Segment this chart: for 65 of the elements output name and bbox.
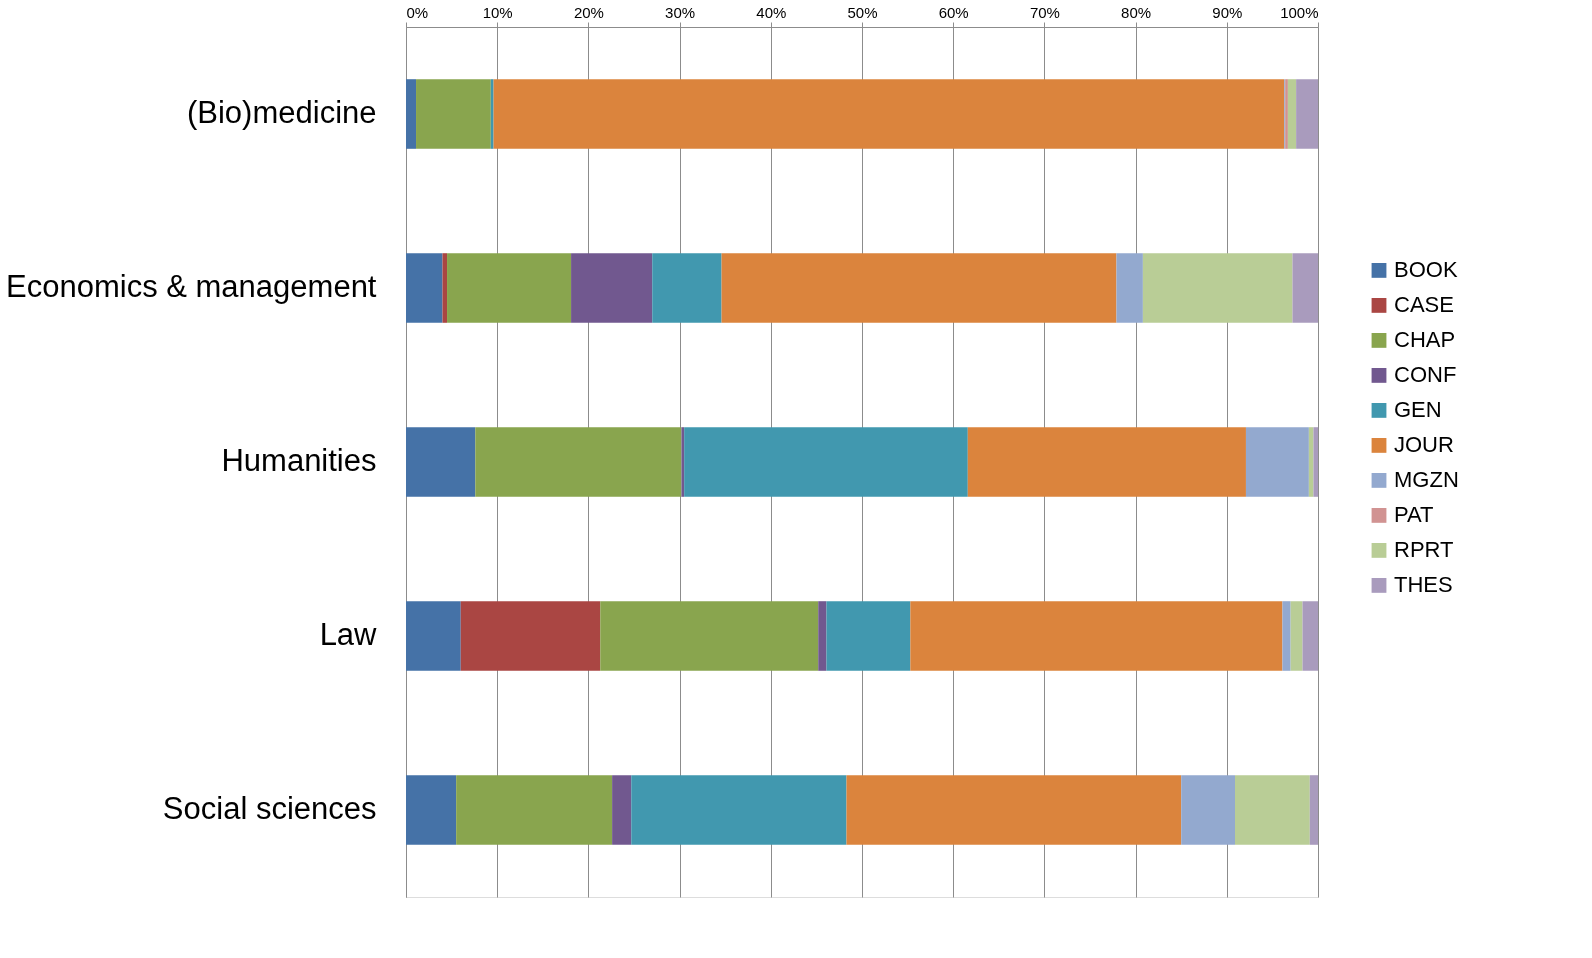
- bar: [456, 775, 613, 845]
- bar: [684, 427, 968, 497]
- legend-label: CASE: [1394, 292, 1454, 318]
- bar: [1245, 427, 1309, 497]
- bar: [846, 775, 1182, 845]
- x-tick-label: 60%: [938, 3, 969, 21]
- y-tick-label: Social sciences: [162, 791, 377, 826]
- y-tick-label: Economics & management: [6, 269, 377, 304]
- y-tick-label: Humanities: [221, 443, 377, 478]
- bar: [1313, 427, 1318, 497]
- bar: [447, 253, 572, 323]
- x-tick-label: 30%: [665, 3, 696, 21]
- legend-label: MGZN: [1394, 467, 1459, 493]
- x-tick-label: 0%: [406, 3, 429, 21]
- bar: [967, 427, 1246, 497]
- bar: [1292, 253, 1318, 323]
- bar: [1287, 79, 1297, 149]
- legend-label: BOOK: [1394, 257, 1458, 283]
- bar: [406, 79, 417, 149]
- bar: [910, 601, 1283, 671]
- bar: [406, 775, 457, 845]
- bar: [1142, 253, 1293, 323]
- legend-label: CONF: [1394, 362, 1457, 388]
- bar: [490, 79, 494, 149]
- bar: [406, 253, 443, 323]
- bar: [826, 601, 911, 671]
- legend-label: JOUR: [1394, 432, 1454, 458]
- y-tick-label: (Bio)medicine: [186, 95, 377, 130]
- legend-label: GEN: [1394, 397, 1442, 423]
- legend-label: CHAP: [1394, 327, 1456, 353]
- bar: [493, 79, 1285, 149]
- bar: [1116, 253, 1143, 323]
- bar: [1282, 601, 1291, 671]
- x-tick-label: 50%: [847, 3, 878, 21]
- bar: [681, 427, 685, 497]
- x-tick-label: 20%: [573, 3, 604, 21]
- legend-label: PAT: [1394, 502, 1434, 528]
- x-tick-label: 70%: [1029, 3, 1060, 21]
- bar: [600, 601, 819, 671]
- bar: [416, 79, 491, 149]
- legend-label: RPRT: [1394, 537, 1454, 563]
- bar: [1290, 601, 1303, 671]
- bar: [571, 253, 653, 323]
- bar: [442, 253, 448, 323]
- x-tick-label: 10%: [482, 3, 513, 21]
- bar: [406, 601, 461, 671]
- y-tick-label: Law: [319, 617, 378, 652]
- bar: [631, 775, 847, 845]
- bar: [612, 775, 632, 845]
- x-tick-label: 40%: [756, 3, 787, 21]
- bar: [1309, 775, 1318, 845]
- x-tick-label: 90%: [1212, 3, 1243, 21]
- bar: [721, 253, 1117, 323]
- x-tick-label: 100%: [1280, 3, 1319, 21]
- bar: [475, 427, 682, 497]
- bar: [818, 601, 827, 671]
- bar: [1296, 79, 1318, 149]
- bar: [1235, 775, 1310, 845]
- bar: [460, 601, 601, 671]
- bar: [652, 253, 722, 323]
- bar: [1302, 601, 1318, 671]
- bar: [1181, 775, 1236, 845]
- bar: [406, 427, 476, 497]
- legend-label: THES: [1394, 572, 1453, 598]
- x-tick-label: 80%: [1121, 3, 1152, 21]
